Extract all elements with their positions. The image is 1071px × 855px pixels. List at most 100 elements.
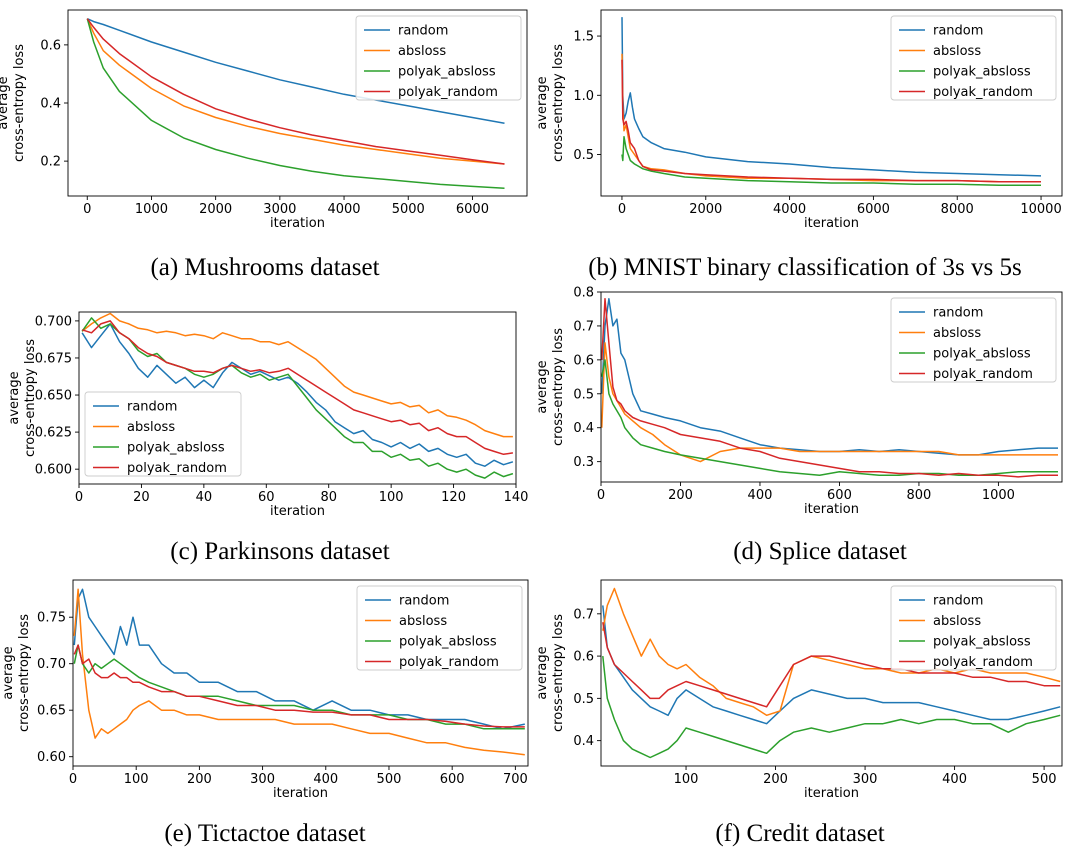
series-line-polyak_random: [73, 644, 525, 728]
chart-panel-2: 0 20 40 60 80 100 120 140 0.600 0.625 0.650 0.675 0.…: [7, 311, 529, 519]
y-tick-label: 0.4: [573, 421, 594, 436]
legend-label-random: random: [933, 594, 983, 609]
y-tick-label: 0.625: [35, 426, 72, 441]
x-tick-label: 0: [597, 488, 605, 503]
series-line-polyak_absloss: [601, 359, 1058, 476]
caption-c: (c) Parkinsons dataset: [170, 538, 390, 565]
x-tick-label: 600: [440, 772, 465, 787]
caption-e: (e) Tictactoe dataset: [164, 820, 366, 847]
legend: random absloss polyak_absloss polyak_random: [890, 585, 1057, 671]
x-tick-label: 200: [763, 772, 788, 787]
y-axis-label-line-2: cross-entropy loss: [17, 614, 32, 732]
y-tick-label: 0.700: [35, 314, 72, 329]
y-axis-label-line-1: average: [535, 646, 550, 699]
y-tick-label: 0.7: [573, 607, 594, 622]
legend-label-polyak_random: polyak_random: [933, 655, 1033, 670]
y-tick-label: 0.2: [40, 155, 61, 170]
y-axis-label: average cross-entropy loss: [535, 614, 566, 732]
y-axis-label-line-1: average: [1, 646, 16, 699]
legend-label-polyak_absloss: polyak_absloss: [398, 65, 496, 80]
x-axis-label: iteration: [270, 216, 325, 231]
legend-label-random: random: [127, 400, 177, 415]
legend-label-polyak_absloss: polyak_absloss: [933, 65, 1031, 80]
legend-label-random: random: [933, 306, 983, 321]
x-tick-label: 6000: [857, 202, 890, 217]
y-axis-label-line-1: average: [535, 76, 550, 129]
x-tick-label: 4000: [327, 202, 360, 217]
legend-label-polyak_random: polyak_random: [933, 85, 1033, 100]
y-axis-label-line-2: cross-entropy loss: [23, 339, 38, 457]
x-tick-label: 400: [748, 488, 773, 503]
x-tick-label: 100: [124, 772, 149, 787]
x-tick-label: 500: [377, 772, 402, 787]
x-tick-label: 200: [668, 488, 693, 503]
x-tick-label: 100: [379, 490, 404, 505]
series-line-polyak_absloss: [621, 136, 1041, 187]
y-tick-label: 0.6: [573, 353, 594, 368]
x-axis-label: iteration: [804, 786, 859, 801]
y-tick-label: 0.65: [37, 704, 66, 719]
x-axis-label: iteration: [270, 504, 325, 519]
y-tick-label: 0.3: [573, 455, 594, 470]
y-axis-label-line-2: cross-entropy loss: [551, 614, 566, 732]
legend-box: [356, 585, 523, 671]
axes-frame: [72, 579, 529, 767]
x-tick-label: 3000: [263, 202, 296, 217]
series-line-absloss: [73, 588, 525, 756]
x-tick-label: 120: [441, 490, 466, 505]
x-tick-label: 1000: [982, 488, 1015, 503]
x-tick-label: 400: [942, 772, 967, 787]
plot-area: [81, 312, 514, 479]
legend-label-absloss: absloss: [127, 420, 175, 435]
caption-a: (a) Mushrooms dataset: [150, 254, 380, 281]
legend-label-polyak_random: polyak_random: [127, 461, 227, 476]
chart-panel-0: 0 1000 2000 3000 4000 5000 6000 0.2 0.4 0.6 iterat…: [0, 9, 528, 231]
x-tick-label: 300: [250, 772, 275, 787]
x-tick-label: 300: [853, 772, 878, 787]
x-tick-label: 100: [674, 772, 699, 787]
y-tick-label: 0.5: [573, 148, 594, 163]
legend-label-polyak_random: polyak_random: [398, 85, 498, 100]
y-tick-label: 0.7: [573, 319, 594, 334]
legend: random absloss polyak_absloss polyak_random: [356, 585, 523, 671]
y-tick-label: 0.60: [37, 750, 66, 765]
y-tick-label: 0.4: [573, 734, 594, 749]
chart-panel-5: 100 200 300 400 500 0.4 0.5 0.6 0.7 iteration aver…: [535, 579, 1063, 801]
x-axis-label: iteration: [804, 216, 859, 231]
x-axis-label: iteration: [273, 786, 328, 801]
legend-label-absloss: absloss: [933, 44, 981, 59]
y-axis-label: average cross-entropy loss: [1, 614, 32, 732]
series-line-absloss: [81, 312, 513, 438]
legend-label-random: random: [398, 24, 448, 39]
x-tick-label: 700: [503, 772, 528, 787]
legend-label-polyak_absloss: polyak_absloss: [933, 347, 1031, 362]
caption-f: (f) Credit dataset: [715, 820, 885, 847]
x-tick-label: 140: [504, 490, 529, 505]
x-tick-label: 10000: [1020, 202, 1061, 217]
axes-frame: [78, 311, 517, 485]
axes-frame: [600, 291, 1063, 483]
axes-frame: [600, 9, 1063, 197]
series-line-random: [73, 588, 525, 730]
plot-area: [621, 17, 1042, 187]
series-line-absloss: [86, 18, 505, 165]
y-tick-label: 0.8: [573, 286, 594, 301]
x-tick-label: 0: [618, 202, 626, 217]
series-line-polyak_random: [621, 59, 1041, 183]
series-line-polyak_absloss: [81, 317, 514, 479]
legend-box: [890, 297, 1057, 383]
y-tick-label: 0.75: [37, 611, 66, 626]
series-line-polyak_random: [602, 622, 1061, 708]
y-tick-label: 0.6: [573, 650, 594, 665]
legend-label-random: random: [399, 594, 449, 609]
x-tick-label: 0: [83, 202, 91, 217]
legend-box: [84, 391, 242, 477]
y-tick-label: 0.650: [35, 389, 72, 404]
series-line-polyak_random: [601, 298, 1058, 478]
series-line-polyak_random: [81, 320, 514, 456]
series-line-random: [86, 18, 505, 125]
x-tick-label: 400: [313, 772, 338, 787]
series-line-polyak_absloss: [86, 18, 505, 189]
caption-d: (d) Splice dataset: [733, 538, 907, 565]
series-line-polyak_random: [86, 18, 505, 165]
